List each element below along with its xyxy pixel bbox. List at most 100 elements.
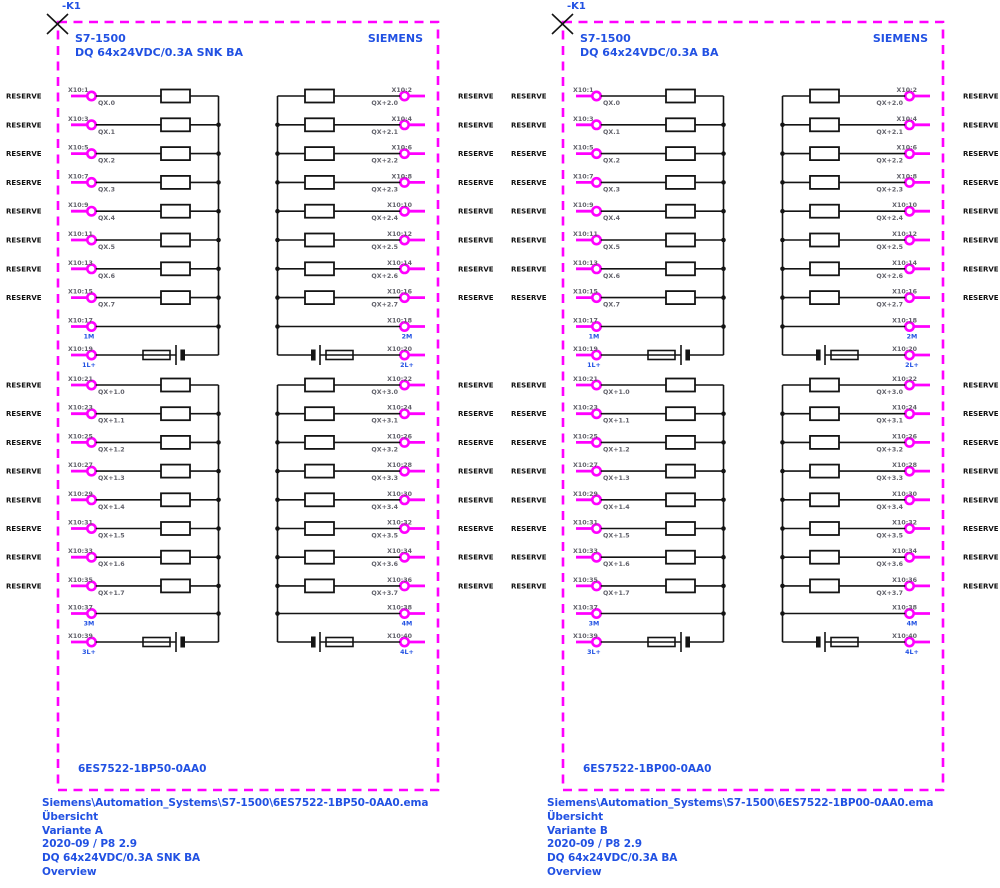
terminal-circle [903,90,915,102]
terminal-circle [591,636,603,648]
address-label: QX+3.4 [876,504,903,511]
terminal-circle [591,234,603,246]
terminal-circle [398,90,410,102]
terminal-circle [591,465,603,477]
reserve-label: RESERVE [6,496,42,504]
reserve-label: RESERVE [458,496,494,504]
load-resistor-box [160,174,191,190]
pin-designation: X10:15 [68,289,93,296]
junction-dot [780,583,785,589]
load-resistor-box [809,174,840,190]
reserve-label: RESERVE [511,554,547,562]
terminal-circle [591,320,603,332]
address-label: QX+2.2 [371,158,398,165]
load-resistor-box [160,549,191,565]
load-resistor-box [665,232,696,248]
address-label: QX+2.1 [371,129,398,136]
pin-designation: X10:26 [387,433,413,440]
reserve-label: RESERVE [511,237,547,245]
junction-dot [721,583,726,589]
address-label: QX+2.7 [371,302,398,309]
reserve-label: RESERVE [963,237,999,245]
reserve-label: RESERVE [963,525,999,533]
junction-dot [780,266,785,272]
terminal-circle [398,205,410,217]
terminal-circle [398,580,410,592]
terminal-circle [398,263,410,275]
junction-dot [721,440,726,445]
address-label: QX.5 [98,244,115,251]
load-resistor-box [304,406,335,422]
address-label: QX+2.3 [876,186,903,193]
potential-label: 3L+ [587,649,601,656]
terminal-circle [398,148,410,160]
junction-dot [216,208,221,214]
address-label: QX+1.0 [98,389,125,396]
pin-designation: X10:19 [573,346,598,353]
junction-dot [721,208,726,214]
terminal-circle [903,205,915,217]
junction-dot [780,526,785,531]
reserve-label: RESERVE [6,554,42,562]
load-resistor-box [809,203,840,219]
pin-designation: X10:2 [896,87,917,94]
junction-dot [275,180,280,185]
load-resistor-box [160,463,191,479]
reserve-label: RESERVE [458,468,494,476]
address-label: QX+2.2 [876,158,903,165]
potential-label: 2L+ [905,362,919,369]
terminal-circle [591,607,603,619]
address-label: QX+1.6 [603,561,630,568]
address-label: QX.6 [98,273,116,280]
pin-designation: X10:29 [573,491,598,498]
pin-designation: X10:5 [68,145,89,152]
pin-designation: X10:9 [573,202,594,209]
terminal-circle [86,292,98,304]
terminal-circle [591,292,603,304]
reserve-label: RESERVE [511,179,547,187]
terminal-circle [398,234,410,246]
terminal-circle [903,148,915,160]
pin-designation: X10:33 [573,548,598,555]
reserve-label: RESERVE [511,265,547,273]
pin-designation: X10:20 [892,346,918,353]
load-resistor-box [160,377,191,393]
pin-designation: X10:1 [573,87,594,94]
address-label: QX.0 [98,100,116,107]
junction-dot [780,237,785,243]
terminal-circle [86,148,98,160]
reserve-label: RESERVE [963,93,999,101]
terminal-circle [591,148,603,160]
pin-designation: X10:32 [892,520,917,527]
reserve-label: RESERVE [511,525,547,533]
load-resistor-box [809,521,840,536]
address-label: QX+2.0 [876,100,903,107]
load-resistor-box [665,117,696,133]
load-resistor-box [304,290,335,306]
address-label: QX+3.3 [876,475,903,482]
pin-designation: X10:31 [68,520,93,527]
load-resistor-box [160,492,191,508]
load-resistor-box [665,549,696,565]
terminal-circle [86,119,98,131]
reserve-label: RESERVE [963,496,999,504]
fuse-box [142,349,171,361]
junction-dot [780,497,785,503]
terminal-circle [86,580,98,592]
load-resistor-box [160,261,191,277]
reserve-label: RESERVE [511,294,547,302]
pin-designation: X10:8 [391,173,412,180]
pin-designation: X10:28 [892,462,917,469]
reserve-label: RESERVE [458,439,494,447]
terminal-circle [903,320,915,332]
load-resistor-box [809,261,840,277]
pin-designation: X10:16 [892,289,918,296]
terminal-circle [86,263,98,275]
potential-label: 1M [84,334,95,341]
address-label: QX+3.5 [371,533,398,540]
terminal-circle [86,320,98,332]
fuse-box [325,349,354,361]
junction-dot [780,151,785,156]
terminal-circle [903,349,915,361]
